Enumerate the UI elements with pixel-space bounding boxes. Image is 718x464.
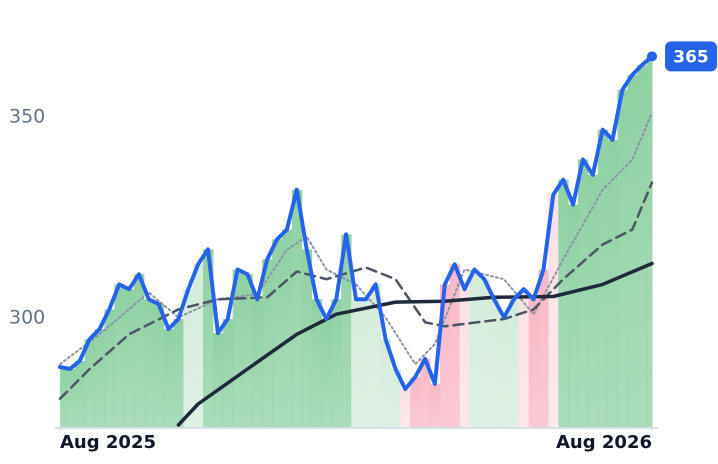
shade-bar <box>558 179 569 427</box>
shade-bar <box>153 304 165 427</box>
shade-bar <box>232 269 244 427</box>
shade-bar <box>607 139 618 427</box>
shade-bar <box>203 249 214 427</box>
shade-bar <box>518 289 530 427</box>
moving-average-line <box>59 111 653 366</box>
shade-bar <box>134 274 145 427</box>
shade-bar <box>597 129 609 428</box>
shade-bar <box>331 299 342 427</box>
shade-bar <box>390 368 401 427</box>
shade-bar <box>568 204 579 427</box>
shade-bar <box>578 159 589 427</box>
shade-bar <box>183 289 194 427</box>
shade-bar <box>74 360 86 427</box>
shade-bar <box>508 299 520 427</box>
shade-bar <box>469 269 480 427</box>
shade-bar <box>84 339 96 427</box>
shade-bar <box>617 89 628 428</box>
shade-bar <box>380 339 392 427</box>
shade-bar <box>262 259 273 427</box>
shade-bar <box>528 299 540 427</box>
shade-bar <box>311 299 322 427</box>
y-tick-label: 300 <box>9 307 45 329</box>
shade-bar <box>291 189 303 427</box>
shade-bar <box>94 329 105 427</box>
moving-average-line <box>176 261 654 427</box>
last-point <box>647 51 657 62</box>
shade-bar <box>400 389 411 427</box>
shade-bar <box>459 289 470 427</box>
shade-bar <box>124 289 135 427</box>
shade-bar <box>222 319 234 427</box>
shade-bar <box>420 358 431 427</box>
shade-bar <box>193 264 204 427</box>
shade-bar <box>351 299 362 427</box>
shade-bar <box>341 234 352 427</box>
shade-bar <box>499 317 510 427</box>
shade-bar <box>104 309 115 427</box>
shade-bar <box>143 299 155 427</box>
shade-bar <box>627 74 638 427</box>
shade-bar <box>637 64 648 428</box>
shade-bar <box>548 194 559 427</box>
shade-bar <box>242 274 253 427</box>
x-tick-label: Aug 2025 <box>60 432 156 453</box>
shade-bar <box>272 239 283 427</box>
shade-bar <box>449 264 461 427</box>
shade-bar <box>647 56 653 427</box>
shade-bar <box>212 333 224 427</box>
shade-bar <box>538 269 549 427</box>
shade-bar <box>587 174 599 427</box>
shade-bar <box>301 249 313 427</box>
last-value-label: 365 <box>673 47 709 67</box>
shade-bar <box>489 299 500 427</box>
shade-bar <box>321 319 332 427</box>
shade-bar <box>360 299 372 427</box>
shade-bar <box>282 229 293 427</box>
price-line <box>58 54 654 392</box>
shade-bar <box>370 284 382 427</box>
last-value-badge <box>665 41 717 72</box>
shade-bar <box>479 279 490 427</box>
shade-bar <box>64 368 76 427</box>
shade-bar <box>439 284 451 427</box>
shade-bar <box>163 329 174 427</box>
shade-bar <box>114 284 125 427</box>
moving-average-line <box>58 181 654 401</box>
shade-bar <box>410 377 421 427</box>
shade-bar <box>430 383 441 427</box>
y-tick-label: 350 <box>9 105 45 127</box>
x-tick-label: Aug 2026 <box>556 432 652 453</box>
shade-bar <box>173 319 184 427</box>
